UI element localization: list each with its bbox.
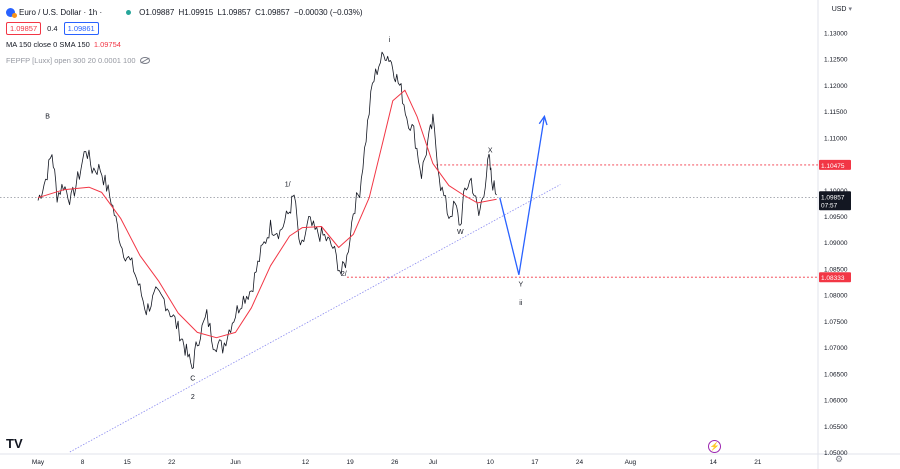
projection-arrowhead (538, 114, 548, 126)
y-tick-label: 1.13000 (824, 30, 848, 37)
current-price-label: 1.09857 (821, 194, 845, 201)
hidden-eye-icon[interactable] (139, 56, 150, 64)
change-value: −0.00030 (−0.03%) (294, 7, 363, 17)
indicator-fepfp-row[interactable]: FEPFP [Luxx] open 300 20 0.0001 100 (6, 52, 365, 68)
wave-label: 1/ (285, 181, 291, 188)
y-tick-label: 1.06000 (824, 398, 848, 405)
projection-path (499, 116, 546, 275)
x-tick-label: 15 (124, 459, 132, 466)
countdown-label: 07:57 (821, 202, 838, 209)
current-price-label-bg (819, 191, 851, 211)
price-series-line (37, 51, 497, 369)
x-tick-label: 24 (576, 459, 584, 466)
symbol-row: Euro / U.S. Dollar · 1h · O1.09887 H1.09… (6, 4, 365, 20)
y-tick-label: 1.11500 (824, 109, 847, 116)
tradingview-logo[interactable]: TV (6, 436, 23, 451)
currency-label: USD (831, 5, 847, 13)
ohlc-values: O1.09887 H1.09915 L1.09857 C1.09857 −0.0… (139, 8, 364, 17)
open-value: O1.09887 (139, 7, 175, 17)
eurusd-flag-icon (6, 7, 17, 18)
trendline (69, 184, 561, 453)
wave-label: W (457, 229, 464, 236)
currency-selector[interactable]: USD ▾ (831, 5, 852, 14)
level-label-bg (819, 159, 851, 170)
high-value: H1.09915 (178, 7, 214, 17)
y-tick-label: 1.05500 (824, 424, 848, 431)
wave-label: 2 (191, 394, 195, 401)
x-tick-label: 26 (391, 459, 399, 466)
x-tick-label: 10 (487, 459, 495, 466)
low-value: L1.09857 (217, 7, 251, 17)
buy-button[interactable]: 1.09861 (63, 21, 99, 35)
y-tick-label: 1.07000 (824, 345, 848, 352)
wave-label: X (488, 147, 493, 154)
y-tick-label: 1.09500 (824, 214, 848, 221)
y-tick-label: 1.08000 (824, 293, 848, 300)
x-tick-label: Jun (230, 459, 241, 466)
level-label: 1.08333 (821, 275, 845, 282)
flash-icon[interactable]: ⚡ (708, 440, 721, 453)
wave-label: C (190, 376, 195, 383)
symbol-title[interactable]: Euro / U.S. Dollar · 1h · (19, 7, 103, 17)
x-tick-label: 12 (302, 459, 310, 466)
gear-icon[interactable]: ⚙ (835, 454, 844, 464)
x-tick-label: Jul (429, 459, 438, 466)
indicator-ma-label: MA 150 close 0 SMA 150 (6, 39, 90, 49)
spread-value: 0.4 (47, 23, 58, 33)
level-label-bg (819, 272, 851, 283)
indicator-ma-row[interactable]: MA 150 close 0 SMA 150 1.09754 (6, 36, 365, 52)
wave-label: B (45, 113, 50, 120)
wave-label: Y (519, 281, 524, 288)
chart-legend: Euro / U.S. Dollar · 1h · O1.09887 H1.09… (6, 4, 365, 68)
market-status-icon (126, 9, 132, 15)
x-tick-label: May (32, 459, 45, 466)
y-tick-label: 1.09000 (824, 240, 848, 247)
wave-label: 2/ (341, 271, 347, 278)
x-tick-label: 22 (168, 459, 176, 466)
indicator-ma-value: 1.09754 (93, 39, 121, 49)
x-tick-label: 8 (81, 459, 85, 466)
sell-button[interactable]: 1.09857 (6, 21, 42, 35)
y-tick-label: 1.06500 (824, 371, 848, 378)
x-tick-label: Aug (625, 459, 637, 466)
x-tick-label: 19 (347, 459, 355, 466)
y-tick-label: 1.11000 (824, 135, 847, 142)
ma-series-line (37, 89, 497, 339)
x-tick-label: 21 (754, 459, 762, 466)
close-value: C1.09857 (255, 7, 290, 17)
wave-label: i (389, 37, 391, 44)
y-tick-label: 1.07500 (824, 319, 848, 326)
wave-label: ii (519, 300, 523, 307)
y-tick-label: 1.05000 (824, 450, 848, 457)
indicator-fepfp-label: FEPFP [Luxx] open 300 20 0.0001 100 (6, 55, 136, 65)
x-tick-label: 14 (710, 459, 718, 466)
level-label: 1.10475 (821, 163, 845, 170)
y-tick-label: 1.12000 (824, 83, 848, 90)
x-tick-label: 17 (531, 459, 539, 466)
trade-row: 1.09857 0.4 1.09861 (6, 20, 365, 36)
y-tick-label: 1.08500 (824, 266, 848, 273)
y-tick-label: 1.12500 (824, 57, 848, 64)
chevron-down-icon: ▾ (848, 6, 852, 13)
